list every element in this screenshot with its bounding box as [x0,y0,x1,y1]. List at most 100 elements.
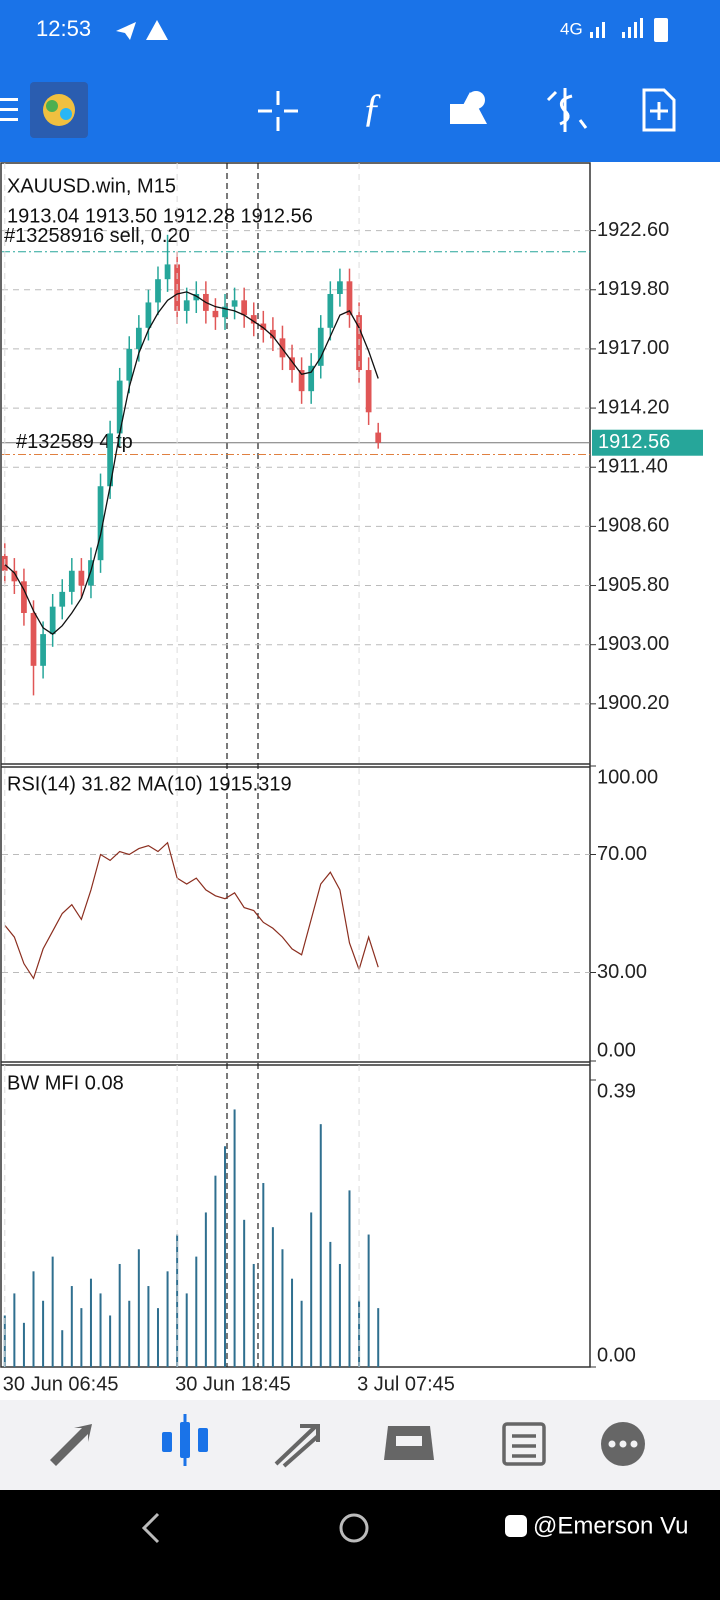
status-time: 12:53 [36,16,91,41]
y-tick-label: 1900.20 [597,692,669,714]
mfi-bar [224,1146,227,1367]
panel-title: BW MFI 0.08 [7,1072,124,1094]
price-tag-label: 1912.56 [598,431,670,453]
panel-title: RSI(14) 31.82 MA(10) 1915.319 [7,773,292,795]
moving-average [4,291,379,635]
panel-title: XAUUSD.win, M15 [7,175,176,197]
mfi-bar [22,1322,25,1367]
y-tick-label: 1914.20 [597,396,669,418]
candle-body [241,300,248,316]
candle-body [317,327,324,366]
history-tab[interactable] [384,1426,434,1460]
x-tick-label: 3 Jul 07:45 [357,1373,455,1395]
news-tab[interactable] [502,1422,546,1466]
candle-body [231,300,238,307]
candle-body [126,348,133,381]
indicators-button[interactable]: ƒ [362,85,382,130]
y-tick-label: 0.00 [597,1039,636,1061]
candle-body [365,370,372,413]
mfi-bar [80,1308,83,1367]
candle-body [145,302,152,328]
mfi-bar [89,1278,92,1367]
candle-body [222,306,228,318]
crosshair-button[interactable] [258,91,298,131]
mfi-bar [271,1227,274,1367]
chart-tab[interactable] [162,1414,208,1466]
mfi-bar [51,1256,54,1367]
bottom-nav [0,1400,720,1490]
candle-body [327,293,334,328]
candle-body [21,581,27,613]
mfi-bar [109,1315,112,1367]
plot-layer: 1922.60 1919.80 1917.00 1914.20 1911.40 1908.… [1,163,703,1395]
candle-body [250,315,257,324]
mfi-bar [338,1263,341,1367]
candle-body [346,281,353,316]
candle-body [212,310,219,318]
mfi-bar [329,1241,332,1367]
candle-body [308,365,315,392]
facebook-icon [505,1515,527,1537]
candle-body [49,606,56,635]
candle-body [88,560,94,586]
candle-body [116,380,123,434]
mfi-bar [300,1300,303,1367]
mfi-bar [156,1308,159,1367]
mfi-bar [99,1293,102,1367]
back-button[interactable] [141,1512,160,1544]
candle-body [193,293,200,301]
y-tick-label: 70.00 [597,843,647,865]
app-logo[interactable] [30,82,88,138]
candle-body [40,634,46,666]
quotes-tab[interactable] [50,1424,92,1466]
mfi-bar [243,1219,246,1367]
menu-button[interactable] [0,98,18,121]
telegram-icon [116,22,136,40]
signal-icons [590,18,668,42]
new-order-button[interactable] [642,88,676,132]
messages-tab[interactable] [601,1422,645,1466]
x-tick-label: 30 Jun 06:45 [3,1373,119,1395]
rsi-line [4,841,379,980]
mfi-bar [13,1293,16,1367]
trade-tab[interactable] [274,1424,320,1468]
mfi-bar [291,1278,294,1367]
mfi-bar [214,1175,217,1367]
candle-body [164,264,171,280]
candle-body [337,281,343,294]
y-tick-label: 30.00 [597,961,647,983]
y-tick-label: 1922.60 [597,219,669,241]
y-tick-label: 1908.60 [597,515,669,537]
y-tick-label: 1903.00 [597,633,669,655]
candle-body [155,279,161,303]
status-network: 4G [560,19,583,38]
candle-body [68,570,75,592]
system-nav [0,1490,720,1600]
mfi-bar [233,1109,236,1367]
y-tick-label: 0.00 [597,1344,636,1366]
trade-button[interactable] [546,88,588,132]
candle-body [270,329,276,339]
objects-button[interactable] [450,91,487,124]
mfi-bar [319,1124,322,1367]
candle-body [30,613,37,666]
candle-body [183,300,190,311]
mfi-bar [367,1234,370,1367]
candle-body [107,433,113,487]
tp-label: #132589 4 tp [16,431,133,453]
y-tick-label: 1917.00 [597,337,669,359]
home-button[interactable] [339,1513,369,1543]
mfi-bar [262,1183,265,1367]
mfi-bar [32,1271,35,1367]
warning-icon [146,20,168,40]
mfi-bar [70,1286,73,1367]
candle-body [298,370,305,392]
y-tick-label: 1905.80 [597,574,669,596]
mfi-bar [195,1256,198,1367]
mfi-bar [128,1300,131,1367]
ohlc-label: 1913.04 1913.50 1912.28 1912.56 [7,205,313,227]
mfi-bar [147,1286,150,1367]
x-tick-label: 30 Jun 18:45 [175,1373,291,1395]
